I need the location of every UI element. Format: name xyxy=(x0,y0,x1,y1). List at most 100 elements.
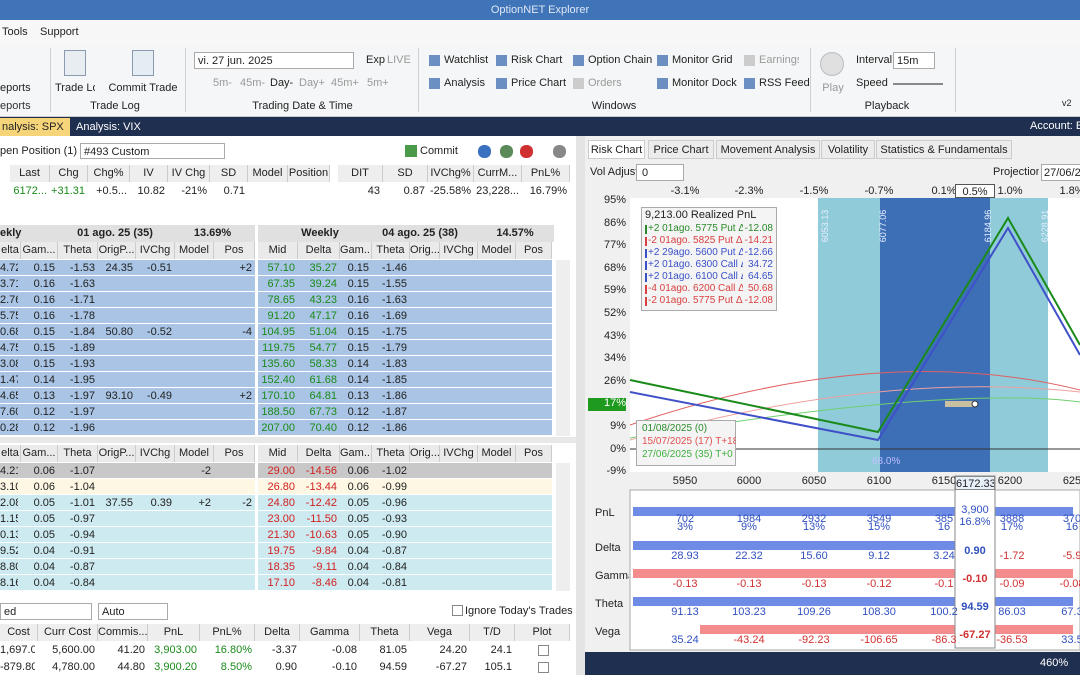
proj-box[interactable]: 27/06/2 xyxy=(1041,164,1080,181)
grid-row xyxy=(258,260,552,276)
column-header: Plot xyxy=(515,624,570,641)
chart-tab[interactable]: Movement Analysis xyxy=(716,140,820,159)
window-button[interactable]: Earnings xyxy=(759,54,799,66)
grid-cell: 0.14 xyxy=(347,358,369,370)
grid-cell: -0.52 xyxy=(146,326,172,338)
vol-box[interactable]: 0 xyxy=(636,164,684,181)
y-axis-label: 77% xyxy=(603,239,626,252)
grid-row xyxy=(258,292,552,308)
grid-row xyxy=(0,404,255,420)
inner-band xyxy=(880,198,990,472)
menu-item[interactable]: Tools xyxy=(2,26,28,38)
play-button[interactable]: Play xyxy=(822,82,844,94)
step-button[interactable]: Day- xyxy=(270,77,294,89)
commit-button[interactable]: Commit xyxy=(420,145,458,157)
window-button[interactable]: Option Chain xyxy=(588,54,653,66)
ribbon-button[interactable]: Trade Log xyxy=(55,82,95,94)
y-axis-label: 86% xyxy=(603,216,626,229)
mode-select[interactable]: Auto xyxy=(98,603,168,620)
window-button[interactable]: Analysis xyxy=(444,77,485,89)
trade-cell: 41.20 xyxy=(117,644,145,656)
greek-label: Vega xyxy=(595,626,621,638)
plot-check[interactable] xyxy=(538,645,549,656)
chart-tab[interactable]: Price Chart xyxy=(648,140,714,159)
pnl-value: 370 xyxy=(1062,513,1080,525)
step-button[interactable]: 45m+ xyxy=(331,77,359,89)
grid-cell: +2 xyxy=(239,262,252,274)
checkbox[interactable] xyxy=(452,605,463,616)
grid-cell: -0.87 xyxy=(381,545,407,557)
title-row xyxy=(258,225,554,242)
interval-box[interactable]: 15m xyxy=(893,52,935,69)
tab[interactable]: Analysis: VIX xyxy=(76,121,141,133)
window-button[interactable]: Watchlist xyxy=(444,54,489,66)
window-button[interactable]: Risk Chart xyxy=(511,54,563,66)
window-button[interactable]: Price Chart xyxy=(511,77,567,89)
plot-check[interactable] xyxy=(538,662,549,673)
step-button[interactable]: 5m+ xyxy=(367,77,389,89)
window-icon xyxy=(496,78,507,89)
step-button[interactable]: 5m- xyxy=(213,77,232,89)
grid-cell: -10.63 xyxy=(305,529,337,541)
column-header: Last xyxy=(10,165,50,182)
position-select[interactable]: #493 Custom xyxy=(80,143,225,159)
top-axis-label: -2.3% xyxy=(734,185,764,197)
window-button[interactable]: Monitor Grid xyxy=(672,54,733,66)
column-header: T/D xyxy=(470,624,515,641)
grid-cell: -2 xyxy=(201,465,211,477)
ribbon-button[interactable]: eports xyxy=(0,82,31,94)
greek-value: -5.9 xyxy=(1062,550,1080,562)
window-button[interactable]: Orders xyxy=(588,77,622,89)
chart-tab[interactable]: Risk Chart xyxy=(588,140,645,159)
group-label: Windows xyxy=(591,100,637,112)
pnl-value: 3888 xyxy=(999,513,1025,525)
filter-select[interactable]: ed xyxy=(0,603,92,620)
tab[interactable]: nalysis: SPX xyxy=(0,118,70,136)
column-header: Model xyxy=(175,445,214,462)
legend-swatch xyxy=(645,237,647,246)
column-header: IVChg xyxy=(136,445,175,462)
menu-item[interactable]: Support xyxy=(40,26,79,38)
grid-row xyxy=(258,308,552,324)
column-header: Chg% xyxy=(88,165,130,182)
window-button[interactable]: Monitor Dock xyxy=(672,77,737,89)
grid-cell: 0.12 xyxy=(33,406,55,418)
greek-label: Gamma xyxy=(595,570,629,582)
window-icon xyxy=(573,55,584,66)
trade-cell: 0.90 xyxy=(275,661,297,673)
chart-tab[interactable]: Volatility xyxy=(821,140,875,159)
ribbon-icon xyxy=(64,50,86,76)
x-axis-label: 5950 xyxy=(672,475,698,487)
exp-label[interactable]: Exp xyxy=(366,54,385,66)
grid-cell: 67.73 xyxy=(309,406,337,418)
y-axis-label: 68% xyxy=(603,261,626,274)
grid-cell: 39.24 xyxy=(309,278,337,290)
top-axis-label: 1.0% xyxy=(997,185,1023,197)
window-button[interactable]: RSS Feed xyxy=(759,77,809,89)
tool-icon[interactable] xyxy=(500,145,513,158)
menu-bar xyxy=(0,20,1080,44)
tool-icon[interactable] xyxy=(520,145,533,158)
date-box[interactable]: vi. 27 jun. 2025 xyxy=(194,52,354,69)
grid-cell: -0.84 xyxy=(69,577,95,589)
tool-icon[interactable] xyxy=(553,145,566,158)
step-button[interactable]: 45m- xyxy=(240,77,266,89)
grid-cell: 7.60 xyxy=(0,406,18,418)
position-label: pen Position (1) xyxy=(0,145,78,157)
interval-label: Interval xyxy=(856,54,892,66)
grid-row xyxy=(0,260,255,276)
trade-cell: 4,780.00 xyxy=(52,661,95,673)
ribbon-button[interactable]: Commit Trade xyxy=(108,82,178,94)
group-divider xyxy=(50,48,51,112)
grid-cell: -0.91 xyxy=(69,545,95,557)
chart-tab[interactable]: Statistics & Fundamentals xyxy=(876,140,1012,159)
group-label: Playback xyxy=(864,100,910,112)
grid-cell: 135.60 xyxy=(261,358,295,370)
grid-cell: -1.63 xyxy=(69,278,95,290)
cursor-value: 94.59 xyxy=(961,601,989,613)
legend-swatch xyxy=(645,225,647,234)
summary-cell: +31.31 xyxy=(51,185,85,197)
legend-swatch xyxy=(645,273,647,282)
step-button[interactable]: Day+ xyxy=(299,77,325,89)
tool-icon[interactable] xyxy=(478,145,491,158)
